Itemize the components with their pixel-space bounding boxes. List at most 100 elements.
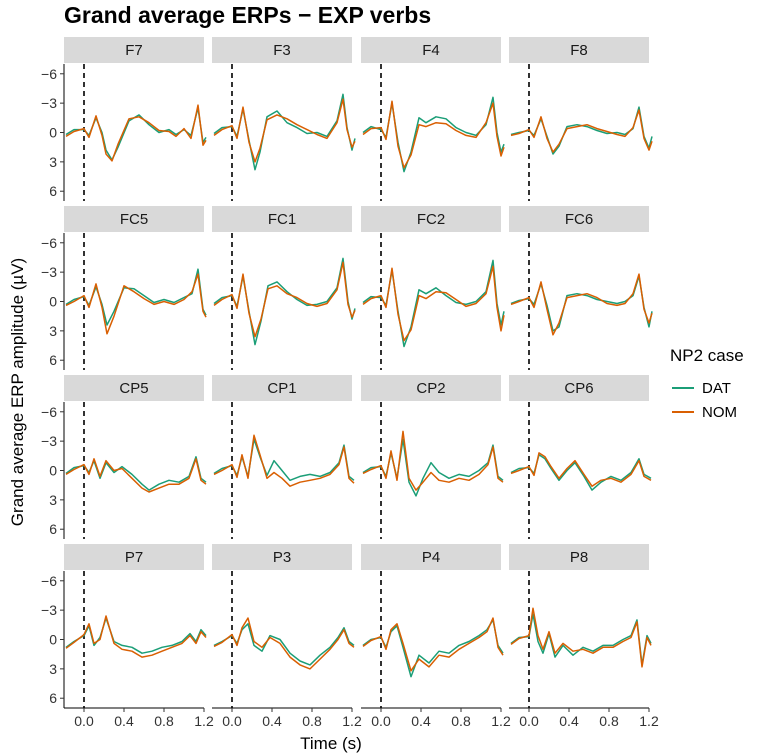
y-tick-label: 0 <box>49 463 57 479</box>
y-tick-label: −3 <box>41 602 57 618</box>
x-tick-label: 0.8 <box>451 713 471 729</box>
y-tick-label: 3 <box>49 492 57 508</box>
trace-nom <box>510 452 652 487</box>
x-tick-label: 0.0 <box>74 713 94 729</box>
panel-f3: F3 <box>212 37 356 201</box>
x-tick-label: 0.4 <box>559 713 579 729</box>
trace-dat <box>65 617 207 654</box>
strip-background <box>361 206 501 232</box>
x-tick-label: 1.2 <box>639 713 659 729</box>
trace-nom <box>510 273 653 336</box>
y-axis-title: Grand average ERP amplitude (µV) <box>8 258 27 526</box>
strip-background <box>64 544 204 570</box>
strip-label: CP2 <box>416 380 445 397</box>
y-tick-label: −6 <box>41 573 57 589</box>
y-tick-label: 6 <box>49 521 57 537</box>
panel-cp2: CP2 <box>361 375 504 539</box>
legend-label-dat: DAT <box>702 380 731 397</box>
panel-f4: F4 <box>361 37 505 201</box>
y-tick-label: −6 <box>41 66 57 82</box>
strip-label: P8 <box>570 549 588 566</box>
x-tick-label: 0.4 <box>262 713 282 729</box>
strip-label: CP6 <box>564 380 593 397</box>
y-tick-label: 3 <box>49 323 57 339</box>
trace-nom <box>65 273 207 335</box>
strip-label: P4 <box>422 549 440 566</box>
trace-nom <box>362 617 504 672</box>
trace-nom <box>65 615 207 658</box>
strip-label: F8 <box>570 42 588 59</box>
x-tick-label: 0.0 <box>222 713 242 729</box>
facet-grid: F7 −6 −3 0 3 6 F3 F4 F8 FC5 −6 −3 0 3 6 FC1 FC2 FC6 CP5 −6 −… <box>41 37 659 729</box>
trace-dat <box>510 613 652 666</box>
trace-dat <box>362 438 504 497</box>
legend-label-nom: NOM <box>702 404 737 421</box>
strip-label: FC2 <box>417 211 445 228</box>
y-tick-label: −3 <box>41 433 57 449</box>
strip-background <box>361 375 501 401</box>
strip-label: CP5 <box>119 380 148 397</box>
trace-nom <box>362 100 505 169</box>
strip-background <box>509 37 649 63</box>
x-tick-label: 1.2 <box>194 713 214 729</box>
trace-dat <box>213 623 355 666</box>
x-tick-label: 0.0 <box>519 713 539 729</box>
trace-nom <box>213 261 356 338</box>
y-tick-label: −3 <box>41 264 57 280</box>
panel-cp6: CP6 <box>509 375 652 539</box>
legend-title: NP2 case <box>670 346 744 365</box>
y-tick-label: 3 <box>49 154 57 170</box>
strip-label: P7 <box>125 549 143 566</box>
chart-title: Grand average ERPs − EXP verbs <box>64 2 431 28</box>
x-tick-label: 0.0 <box>371 713 391 729</box>
strip-label: P3 <box>273 549 291 566</box>
y-tick-label: −6 <box>41 404 57 420</box>
panel-fc6: FC6 <box>509 206 653 370</box>
y-tick-label: 6 <box>49 690 57 706</box>
y-tick-label: 6 <box>49 183 57 199</box>
y-tick-label: 0 <box>49 125 57 141</box>
strip-background <box>212 375 352 401</box>
x-tick-label: 0.4 <box>114 713 134 729</box>
strip-background <box>212 206 352 232</box>
strip-background <box>64 375 204 401</box>
panel-p8: P8 0.0 0.4 0.8 1.2 <box>509 544 659 729</box>
strip-background <box>509 375 649 401</box>
strip-label: CP1 <box>267 380 296 397</box>
y-tick-label: 0 <box>49 632 57 648</box>
panel-fc2: FC2 <box>361 206 505 370</box>
strip-background <box>212 37 352 63</box>
panel-f8: F8 <box>509 37 653 201</box>
strip-label: F4 <box>422 42 440 59</box>
panel-cp1: CP1 <box>212 375 355 539</box>
strip-label: FC1 <box>268 211 296 228</box>
strip-background <box>361 544 501 570</box>
trace-dat <box>65 268 207 326</box>
panel-f7: F7 −6 −3 0 3 6 <box>41 37 207 201</box>
strip-background <box>509 206 649 232</box>
y-tick-label: −6 <box>41 235 57 251</box>
trace-nom <box>213 434 355 487</box>
strip-background <box>64 206 204 232</box>
trace-nom <box>213 617 355 670</box>
strip-label: FC6 <box>565 211 593 228</box>
trace-nom <box>510 109 653 153</box>
trace-nom <box>213 98 356 163</box>
panel-p7: P7 −6 −3 0 3 6 0.0 0.4 0.8 1.2 <box>41 544 214 729</box>
strip-background <box>509 544 649 570</box>
x-tick-label: 1.2 <box>491 713 511 729</box>
trace-nom <box>65 458 207 493</box>
x-tick-label: 0.8 <box>302 713 322 729</box>
y-tick-label: 6 <box>49 352 57 368</box>
y-tick-label: 3 <box>49 661 57 677</box>
strip-background <box>64 37 204 63</box>
strip-label: FC5 <box>120 211 148 228</box>
y-tick-label: 0 <box>49 294 57 310</box>
x-tick-label: 0.4 <box>411 713 431 729</box>
strip-background <box>361 37 501 63</box>
trace-dat <box>362 619 504 678</box>
trace-nom <box>362 430 504 491</box>
x-tick-label: 1.2 <box>342 713 362 729</box>
x-tick-label: 0.8 <box>599 713 619 729</box>
